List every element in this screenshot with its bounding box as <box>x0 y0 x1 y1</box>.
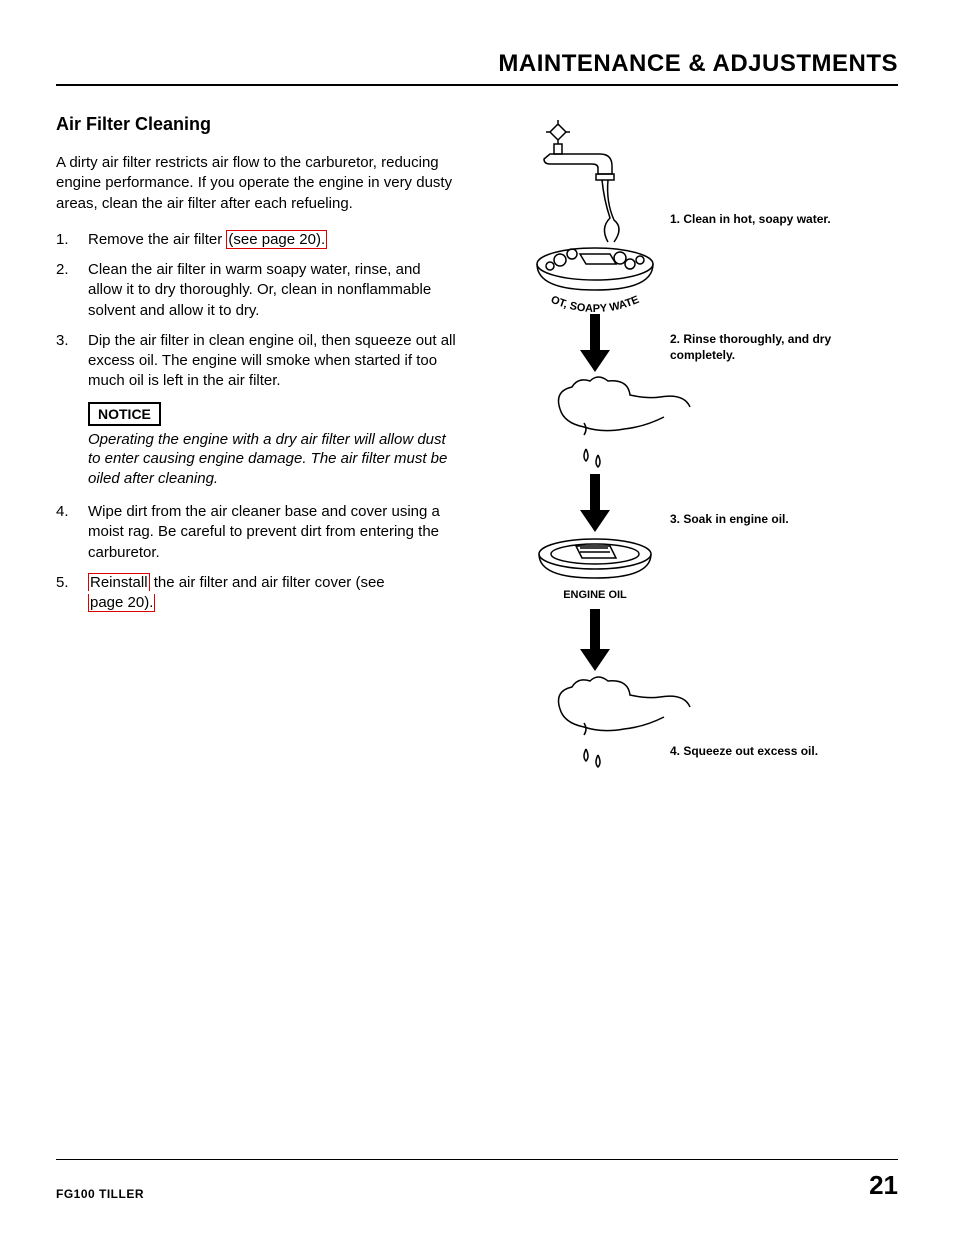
step-text: Dip the air filter in clean engine oil, … <box>88 332 456 390</box>
right-column: 1. Clean in hot, soapy water. 2. Rinse t… <box>480 114 840 794</box>
step-text: Reinstall the air filter and air filter … <box>88 573 385 591</box>
page-number: 21 <box>869 1170 898 1201</box>
page-footer: FG100 TILLER 21 <box>56 1159 898 1201</box>
notice-text: Operating the engine with a dry air filt… <box>88 430 456 489</box>
notice-block: NOTICE Operating the engine with a dry a… <box>88 402 456 489</box>
step-3: 3. Dip the air filter in clean engine oi… <box>56 331 456 392</box>
page-ref-link[interactable]: (see page 20). <box>226 230 327 249</box>
dish-label: ENGINE OIL <box>563 589 627 601</box>
step-text: Clean the air filter in warm soapy water… <box>88 261 431 319</box>
notice-label: NOTICE <box>88 402 161 426</box>
left-column: Air Filter Cleaning A dirty air filter r… <box>56 114 456 794</box>
intro-paragraph: A dirty air filter restricts air flow to… <box>56 153 456 214</box>
caption-2: 2. Rinse thoroughly, and dry completely. <box>670 332 840 363</box>
step-text: Remove the air filter <box>88 231 226 248</box>
step-5: 5. Reinstall the air filter and air filt… <box>56 573 456 614</box>
step-num: 3. <box>56 331 69 351</box>
section-heading: Air Filter Cleaning <box>56 114 456 135</box>
content-area: Air Filter Cleaning A dirty air filter r… <box>56 114 898 794</box>
step-num: 1. <box>56 230 69 250</box>
step-text: Wipe dirt from the air cleaner base and … <box>88 503 440 561</box>
page-header: MAINTENANCE & ADJUSTMENTS <box>56 50 898 86</box>
step-4: 4. Wipe dirt from the air cleaner base a… <box>56 502 456 563</box>
arrow-down-icon <box>580 474 610 532</box>
steps-list-a: 1. Remove the air filter (see page 20). … <box>56 230 456 392</box>
step-2: 2. Clean the air filter in warm soapy wa… <box>56 260 456 321</box>
footer-model: FG100 TILLER <box>56 1187 144 1201</box>
caption-1: 1. Clean in hot, soapy water. <box>670 212 840 228</box>
hand-squeeze-icon <box>559 377 691 467</box>
steps-list-b: 4. Wipe dirt from the air cleaner base a… <box>56 502 456 613</box>
cleaning-diagram: 1. Clean in hot, soapy water. 2. Rinse t… <box>480 114 840 794</box>
faucet-icon <box>544 120 619 242</box>
soapy-basin-icon <box>537 248 653 290</box>
caption-3: 3. Soak in engine oil. <box>670 512 840 528</box>
arrow-down-icon <box>580 314 610 372</box>
caption-4: 4. Squeeze out excess oil. <box>670 744 840 760</box>
step-num: 5. <box>56 573 69 593</box>
step-1: 1. Remove the air filter (see page 20). <box>56 230 456 250</box>
arrow-down-icon <box>580 609 610 671</box>
step-num: 4. <box>56 502 69 522</box>
page-ref-link[interactable]: page 20). <box>88 594 155 612</box>
oil-dish-icon <box>539 539 651 578</box>
step-num: 2. <box>56 260 69 280</box>
